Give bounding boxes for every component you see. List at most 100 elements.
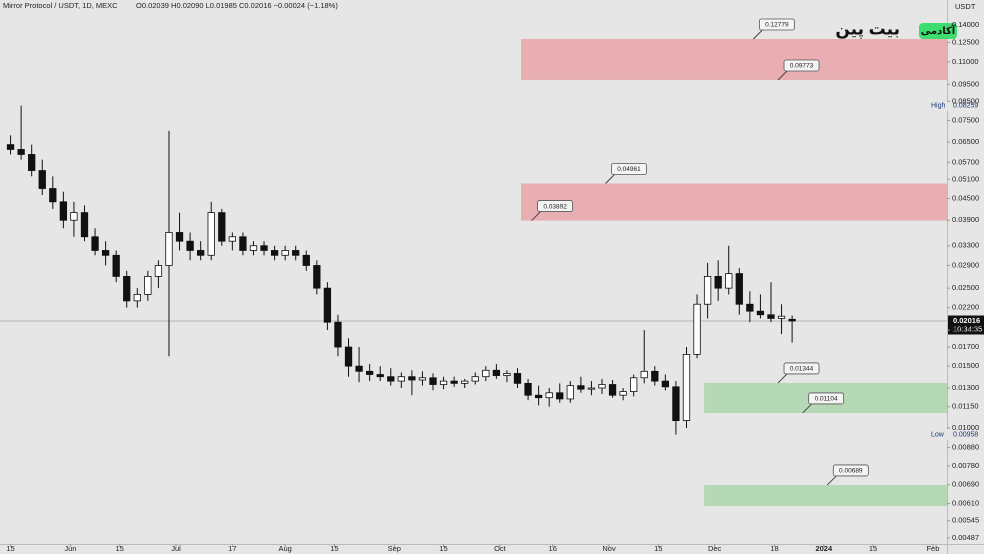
y-tick-label: 0.03300 (952, 241, 979, 250)
candle-body (365, 370, 374, 375)
y-tick-label: 0.00780 (952, 461, 979, 470)
callout-pointer (802, 403, 813, 414)
y-tick-label: 0.12500 (952, 37, 979, 46)
candle-body (672, 386, 680, 422)
candle-body (239, 236, 247, 251)
candle-body (693, 303, 701, 355)
callout-box (537, 200, 573, 212)
candle-body (503, 373, 511, 376)
low_marker-value: 0.00958 (953, 431, 978, 438)
candle-body (534, 394, 543, 399)
candle-body (49, 188, 57, 203)
candle-body (703, 275, 712, 305)
x-tick-label: 17 (228, 544, 236, 553)
logo-brand: بیت پین (835, 19, 900, 39)
x-tick-label: Jun (64, 544, 76, 553)
candle-body (91, 236, 99, 251)
y-tick-label: 0.01150 (952, 402, 979, 411)
candle-body (313, 265, 321, 289)
candle-body (577, 385, 585, 390)
callout-pointer (605, 174, 615, 184)
zone (704, 484, 947, 507)
candle-body (249, 245, 258, 251)
y-tick-label: 0.00487 (952, 533, 979, 542)
candle-body (461, 380, 469, 384)
candle-body (302, 254, 310, 266)
candle-body (608, 384, 617, 396)
callout-pointer (826, 475, 837, 486)
candle-body (640, 370, 648, 379)
callout-box (783, 362, 820, 375)
candle-body (17, 149, 25, 155)
candle-body (777, 315, 786, 319)
candle-body (756, 310, 765, 316)
candle-body (165, 232, 173, 266)
callout-box (611, 163, 647, 175)
x-tick-label: Sep (388, 544, 401, 553)
candle-body (682, 353, 691, 422)
y-tick-label: 0.01700 (952, 342, 979, 351)
candle-body (218, 212, 226, 242)
plot (0, 105, 947, 435)
y-tick-label: 0.03900 (952, 215, 979, 224)
x-tick-label: 16 (549, 544, 557, 553)
y-tick-label: 0.01000 (952, 423, 979, 432)
callout-label: 0.12779 (765, 22, 789, 29)
candle-body (28, 154, 36, 171)
x-tick-label: 18 (770, 544, 778, 553)
candle-body (186, 240, 194, 251)
x-tick-label: 15 (439, 544, 447, 553)
y-tick-label: 0.00545 (952, 516, 979, 525)
callout-box (808, 392, 845, 405)
ohlc-legend: O0.02039 H0.02090 L0.01985 C0.02016 −0.0… (136, 1, 338, 10)
candle-body (154, 265, 163, 277)
candle-body (270, 250, 279, 256)
candle-body (429, 377, 437, 385)
callout-box (758, 18, 795, 31)
candle-body (123, 275, 131, 302)
callout-pointer (531, 211, 541, 221)
candle-body (6, 144, 15, 150)
high_marker-value: 0.08259 (953, 103, 978, 110)
last-price-tag (948, 315, 984, 335)
overlay: 0.12779 0.09773 0.04961 0.03892 0.01344 0.011… (531, 18, 984, 486)
candle-body (418, 377, 427, 381)
candle-body (587, 387, 596, 390)
candle-body (630, 377, 638, 392)
x-tick-label: Dec (708, 544, 722, 553)
callout-label: 0.00689 (839, 468, 863, 475)
y-tick-label: 0.09500 (952, 79, 979, 88)
candle-body (524, 382, 532, 396)
candle-body (59, 201, 68, 221)
x-tick-label: Jul (171, 544, 181, 553)
candle-body (344, 346, 353, 367)
candle-body (334, 321, 342, 348)
candle-body (767, 314, 775, 319)
zone (521, 183, 947, 221)
y-tick-label: 0.02200 (952, 303, 979, 312)
candle-body (101, 250, 110, 256)
logo-badge: آکادمی (921, 24, 956, 37)
y-tick-label: 0.00690 (952, 480, 979, 489)
x-tick-label: Aug (278, 544, 291, 553)
y-unit: USDT (955, 2, 976, 11)
candle-body (133, 293, 141, 302)
candle-body (788, 318, 796, 322)
x-tick-label: Nov (602, 544, 616, 553)
candle-body (281, 250, 289, 256)
candle-body (144, 275, 152, 295)
x-tick-label: 15 (330, 544, 338, 553)
high_marker-bg (928, 100, 984, 111)
candle-body (323, 287, 332, 323)
candle-body (70, 212, 78, 221)
candle-body (80, 212, 89, 238)
candle-body (513, 373, 522, 384)
callout-pointer (777, 373, 788, 384)
y-tick-label: 0.07500 (952, 115, 979, 124)
callout-box (832, 464, 869, 477)
candle-body (397, 376, 405, 382)
callout-box (783, 59, 820, 72)
candle-body (714, 275, 722, 289)
candle-body (376, 374, 384, 378)
callout-pointer (777, 70, 788, 81)
